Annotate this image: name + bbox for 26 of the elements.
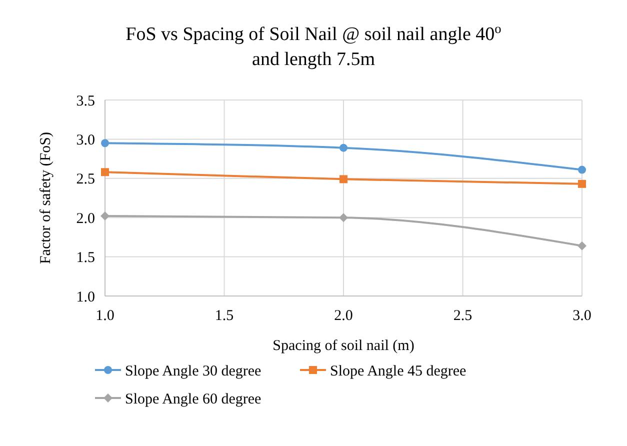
point [339, 213, 348, 222]
point [340, 175, 348, 184]
point [101, 168, 109, 176]
y-axis-title: Factor of safety (FoS) [38, 132, 54, 264]
y-tick-label: 1.5 [76, 250, 95, 266]
point [578, 241, 586, 250]
legend-label: Slope Angle 45 degree [330, 363, 467, 380]
y-tick-label: 1.0 [76, 289, 95, 306]
point [578, 166, 586, 174]
x-tick-label: 2.0 [334, 308, 353, 324]
y-tick-label: 2.0 [76, 210, 95, 227]
chart-title: FoS vs Spacing of Soil Nail @ soil nail angle 40$^{o}$ and length 7.5m [126, 20, 502, 70]
y-tick-label: 3.0 [76, 132, 95, 148]
legend-label: Slope Angle 30 degree [125, 363, 262, 380]
x-tick-label: 3.0 [572, 308, 592, 324]
x-tick-label: 2.5 [453, 308, 472, 324]
x-axis-title: Spacing of soil nail (m) [272, 338, 414, 354]
point [578, 180, 586, 188]
x-tick-label: 1.0 [96, 308, 114, 324]
y-tick-label: 2.5 [76, 172, 95, 188]
point [100, 212, 110, 221]
x-tick-label: 1.5 [214, 308, 234, 324]
legend-label: Slope Angle 60 degree [125, 391, 262, 408]
y-tick-label: 3.5 [76, 93, 95, 110]
point [340, 144, 348, 152]
point [101, 139, 109, 148]
